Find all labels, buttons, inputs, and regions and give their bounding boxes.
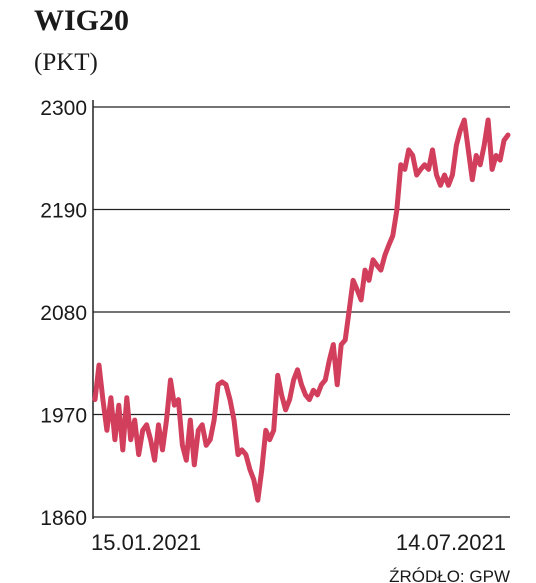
y-tick-label: 2190 <box>40 200 87 223</box>
chart-title: WIG20 <box>34 4 129 37</box>
x-tick-label: 14.07.2021 <box>396 530 506 555</box>
source: ŹRÓDŁO: GPW <box>389 567 510 583</box>
y-tick-label: 2080 <box>40 302 87 325</box>
y-tick-label: 1970 <box>40 405 87 428</box>
y-tick-label: 1860 <box>40 507 87 530</box>
x-tick-label: 15.01.2021 <box>91 530 201 555</box>
y-tick-label: 2300 <box>40 97 87 120</box>
chart-subtitle: (PKT) <box>34 49 98 76</box>
line <box>92 117 511 503</box>
